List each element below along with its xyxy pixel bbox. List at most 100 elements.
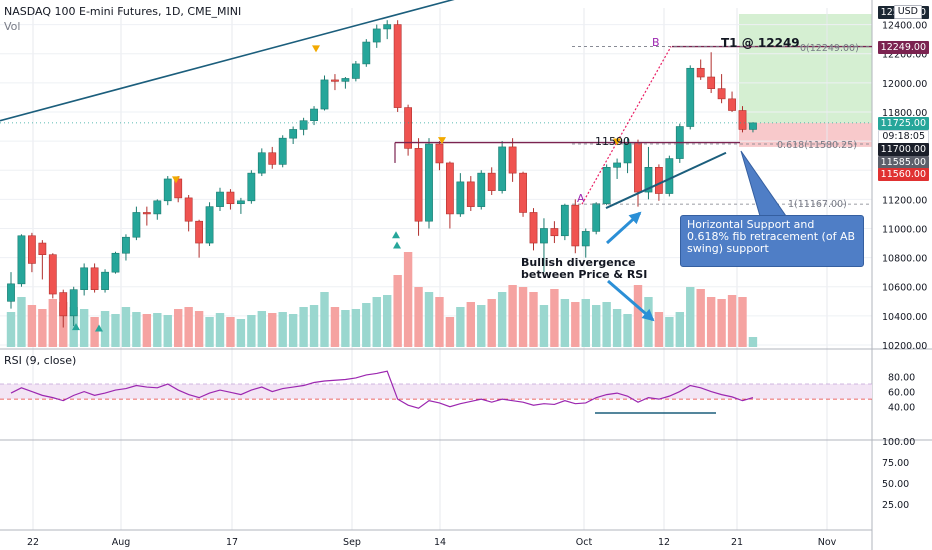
- candle-body: [59, 292, 68, 317]
- candle-body: [529, 212, 538, 244]
- time-tick-label: 14: [434, 537, 446, 548]
- candle-body: [268, 152, 277, 165]
- candle-body: [519, 172, 527, 213]
- candle-body: [278, 137, 287, 165]
- time-tick-label: Oct: [576, 537, 593, 548]
- stop-zone: [739, 122, 872, 147]
- rising-support-trendline: [605, 151, 727, 209]
- candle-body: [257, 152, 266, 174]
- volume-bar: [257, 311, 266, 347]
- price-label-stop: 11560.00: [877, 168, 929, 181]
- price-tick-label: 11800.00: [882, 108, 927, 119]
- volume-bar: [111, 314, 120, 347]
- candle-body: [571, 204, 580, 247]
- candle-body: [247, 172, 256, 202]
- volume-bar: [236, 319, 246, 347]
- candle-body: [644, 167, 653, 193]
- time-tick-label: 17: [226, 537, 238, 548]
- candle-body: [738, 110, 747, 130]
- time-tick-label: Sep: [343, 537, 361, 548]
- volume-bar: [153, 313, 162, 347]
- rsi-axis-tick: 80.00: [888, 372, 915, 383]
- candle-body: [142, 212, 151, 215]
- volume-bar: [550, 289, 559, 347]
- price-label-fib: 11585.00: [877, 156, 929, 169]
- volume-bar: [414, 287, 423, 347]
- volume-bar: [571, 302, 580, 347]
- pivot-low-marker: [392, 231, 400, 239]
- volume-bar: [132, 312, 141, 347]
- arrow-to-trendline-head: [628, 211, 642, 225]
- trendline-upper: [0, 0, 455, 122]
- volume-bar: [90, 317, 99, 347]
- candle-body: [17, 235, 26, 285]
- fib-level-0: 0(12249.00): [800, 43, 859, 54]
- candle-body: [122, 236, 130, 254]
- rsi-title: RSI (9, close): [4, 354, 77, 367]
- volume-bar: [393, 275, 402, 347]
- candle-body: [498, 146, 507, 191]
- support-callout[interactable]: Horizontal Support and 0.618% fib retrac…: [680, 215, 864, 267]
- candle-body: [466, 181, 475, 207]
- volume-bar: [309, 305, 319, 347]
- candle-body: [435, 143, 444, 164]
- volume-bar: [6, 312, 16, 347]
- volume-bar: [184, 307, 193, 347]
- volume-label: Vol: [4, 20, 21, 33]
- swing-point-b: B: [652, 36, 660, 49]
- volume-bar: [121, 307, 131, 347]
- candle-body: [289, 129, 298, 139]
- symbol-title: NASDAQ 100 E-mini Futures, 1D, CME_MINI: [4, 5, 242, 18]
- candle-body: [195, 220, 203, 244]
- volume-bar: [592, 305, 601, 347]
- candle-body: [153, 200, 162, 215]
- candle-body: [111, 252, 120, 273]
- candle-body: [351, 63, 360, 79]
- volume-bar: [247, 315, 256, 347]
- divergence-note: Bullish divergence between Price & RSI: [521, 256, 648, 281]
- volume-bar: [372, 297, 381, 347]
- candle-body: [320, 79, 329, 110]
- volume-bar: [38, 309, 47, 347]
- volume-bar: [215, 313, 225, 347]
- volume-bar: [288, 314, 298, 347]
- target-zone: [739, 14, 872, 123]
- rsi-axis-tick: 60.00: [888, 388, 915, 399]
- candle-body: [299, 120, 308, 130]
- bar-countdown: 09:18:05: [878, 130, 929, 144]
- volume-bar: [654, 312, 664, 347]
- candle-body: [80, 267, 89, 290]
- volume-bar: [581, 299, 590, 347]
- pivot-low-marker: [72, 323, 80, 331]
- candle-body: [456, 181, 465, 215]
- volume-bar: [330, 307, 340, 347]
- candle-body: [38, 242, 47, 255]
- candle-body: [665, 158, 674, 194]
- volume-bar: [445, 317, 455, 347]
- volume-bar: [508, 285, 517, 347]
- price-tick-label: 11000.00: [882, 224, 927, 235]
- volume-bar: [675, 312, 684, 347]
- rsi-tick-label: 25.00: [882, 500, 909, 511]
- candle-body: [132, 212, 141, 238]
- volume-bar: [633, 285, 643, 347]
- volume-bar: [665, 317, 674, 347]
- volume-bar: [487, 299, 496, 347]
- candle-body: [728, 98, 736, 111]
- pivot-low-marker: [393, 241, 401, 249]
- rsi-tick-label: 50.00: [882, 479, 909, 490]
- volume-bar: [623, 314, 632, 347]
- candle-body: [445, 162, 454, 215]
- candle-body: [237, 200, 245, 205]
- candle-body: [7, 283, 15, 302]
- currency-badge[interactable]: USD: [893, 5, 922, 19]
- candle-body: [27, 235, 36, 264]
- candle-body: [540, 228, 548, 244]
- callout-pointer: [740, 150, 787, 217]
- volume-bar: [497, 292, 507, 347]
- pivot-high-marker: [438, 137, 446, 145]
- candle-body: [749, 122, 757, 130]
- volume-bar: [706, 297, 716, 347]
- volume-bar: [539, 305, 549, 347]
